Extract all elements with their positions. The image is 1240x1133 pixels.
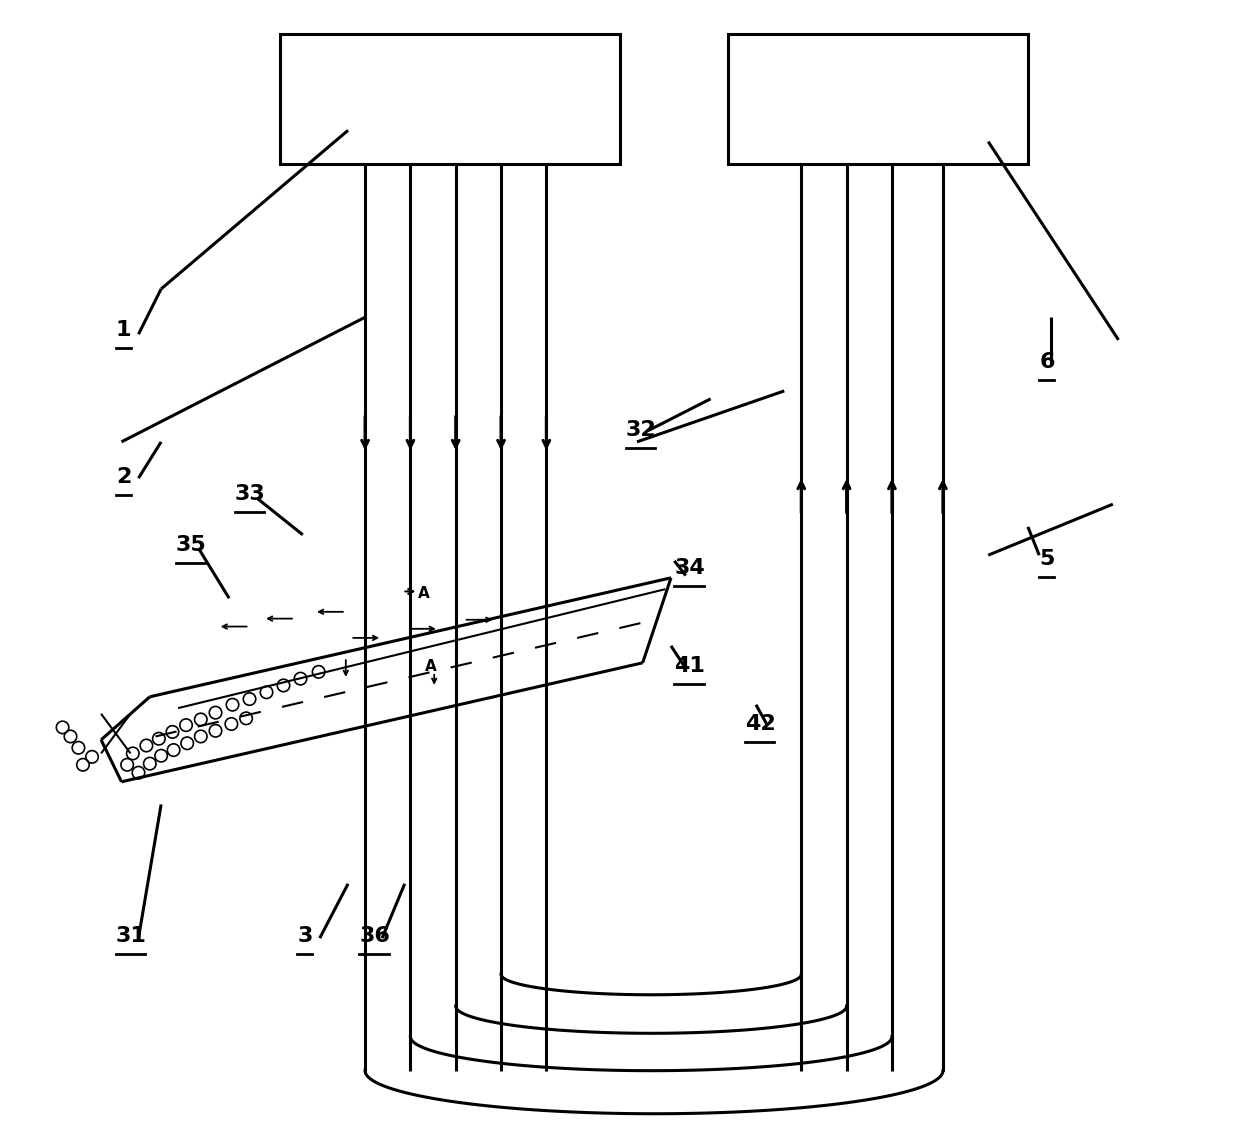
Text: A: A <box>425 658 436 674</box>
Text: 2: 2 <box>115 467 131 487</box>
Text: 35: 35 <box>176 535 207 555</box>
Text: 32: 32 <box>626 419 656 440</box>
Text: 42: 42 <box>745 714 775 734</box>
Text: 3: 3 <box>298 926 312 946</box>
Text: 41: 41 <box>675 656 706 676</box>
Text: 5: 5 <box>1039 548 1054 569</box>
Text: A: A <box>418 586 430 602</box>
Text: 34: 34 <box>675 557 706 578</box>
Text: 31: 31 <box>115 926 146 946</box>
Bar <box>728 34 1028 164</box>
Text: 1: 1 <box>115 320 131 340</box>
Bar <box>280 34 620 164</box>
Text: 33: 33 <box>234 484 265 504</box>
Text: 6: 6 <box>1039 351 1055 372</box>
Text: 36: 36 <box>360 926 391 946</box>
